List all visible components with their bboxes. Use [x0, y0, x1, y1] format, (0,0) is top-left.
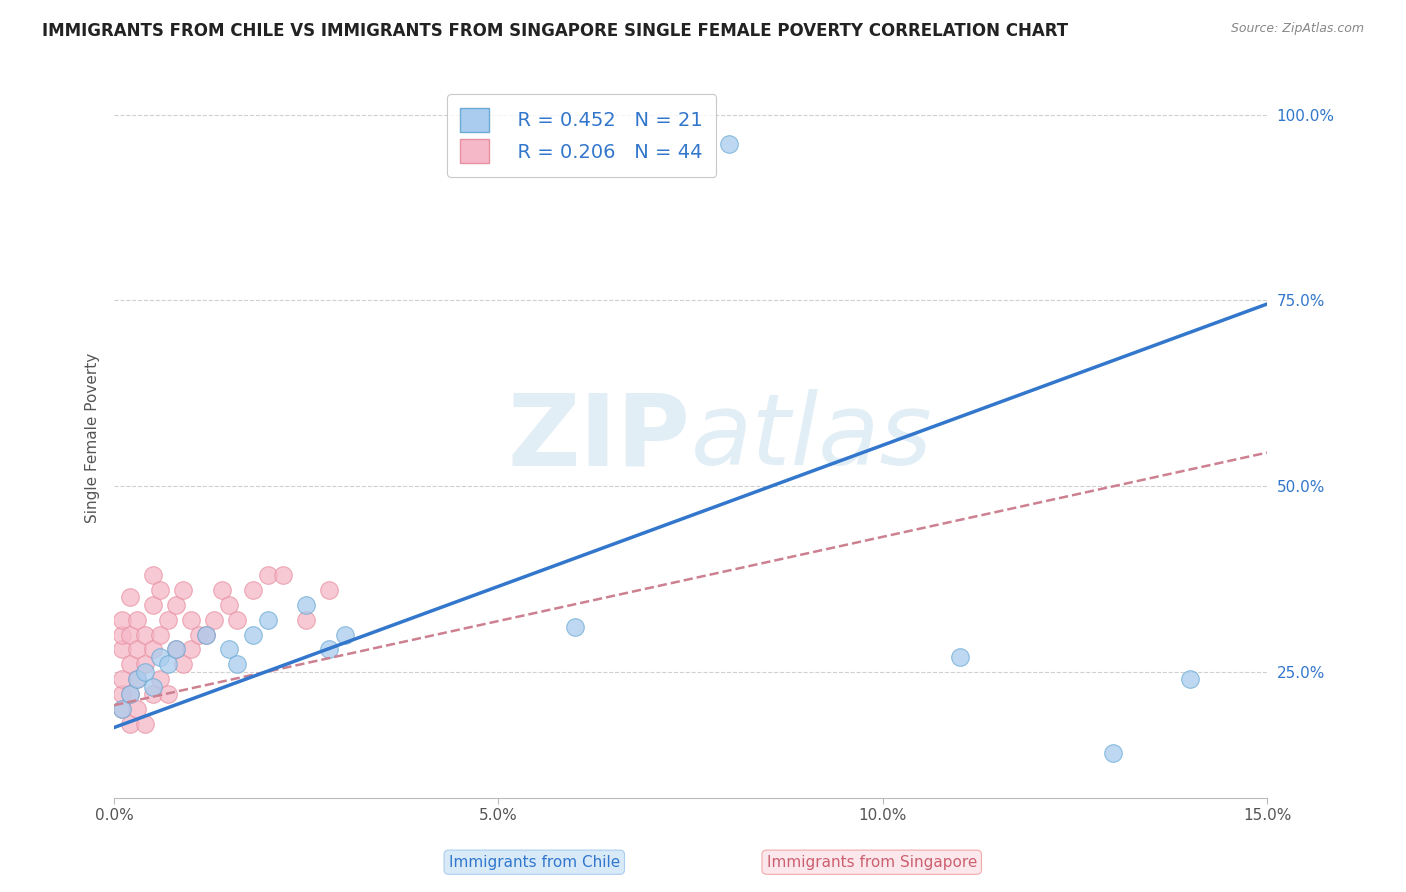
Point [156, 657, 179, 672]
Text: ZIP: ZIP [508, 389, 690, 486]
Legend:   R = 0.452   N = 21,   R = 0.206   N = 44: R = 0.452 N = 21, R = 0.206 N = 44 [447, 95, 717, 177]
Point [226, 613, 249, 627]
Point [718, 137, 741, 152]
Point [134, 657, 156, 672]
Point [187, 627, 209, 641]
Point [195, 627, 218, 641]
Point [134, 627, 156, 641]
Point [142, 598, 165, 612]
Point [118, 627, 141, 641]
Point [242, 627, 264, 641]
Point [211, 582, 233, 597]
Point [149, 627, 172, 641]
Point [127, 672, 149, 686]
Point [142, 680, 165, 694]
Point [242, 582, 264, 597]
Point [271, 568, 294, 582]
Point [202, 613, 225, 627]
Point [111, 702, 134, 716]
Point [127, 672, 149, 686]
Point [165, 642, 187, 657]
Point [111, 672, 134, 686]
Point [318, 582, 340, 597]
Point [180, 642, 202, 657]
Point [257, 613, 280, 627]
Point [1180, 672, 1202, 686]
Point [172, 582, 194, 597]
Point [111, 642, 134, 657]
Point [1102, 747, 1125, 761]
Point [333, 627, 356, 641]
Point [118, 591, 141, 605]
Point [118, 687, 141, 701]
Point [949, 649, 972, 664]
Point [149, 649, 172, 664]
Point [118, 716, 141, 731]
Point [118, 657, 141, 672]
Text: Immigrants from Chile: Immigrants from Chile [449, 855, 620, 870]
Point [127, 613, 149, 627]
Point [165, 598, 187, 612]
Point [318, 642, 340, 657]
Y-axis label: Single Female Poverty: Single Female Poverty [86, 352, 100, 523]
Point [127, 702, 149, 716]
Point [218, 642, 240, 657]
Point [142, 687, 165, 701]
Point [156, 613, 179, 627]
Point [134, 716, 156, 731]
Point [118, 687, 141, 701]
Point [295, 613, 318, 627]
Point [226, 657, 249, 672]
Point [295, 598, 318, 612]
Point [111, 702, 134, 716]
Text: Immigrants from Singapore: Immigrants from Singapore [766, 855, 977, 870]
Point [149, 582, 172, 597]
Text: IMMIGRANTS FROM CHILE VS IMMIGRANTS FROM SINGAPORE SINGLE FEMALE POVERTY CORRELA: IMMIGRANTS FROM CHILE VS IMMIGRANTS FROM… [42, 22, 1069, 40]
Text: Source: ZipAtlas.com: Source: ZipAtlas.com [1230, 22, 1364, 36]
Point [165, 642, 187, 657]
Point [127, 642, 149, 657]
Point [218, 598, 240, 612]
Point [172, 657, 194, 672]
Point [156, 687, 179, 701]
Point [111, 687, 134, 701]
Point [180, 613, 202, 627]
Point [111, 627, 134, 641]
Text: atlas: atlas [690, 389, 932, 486]
Point [134, 665, 156, 679]
Point [142, 642, 165, 657]
Point [564, 620, 586, 634]
Point [142, 568, 165, 582]
Point [195, 627, 218, 641]
Point [149, 672, 172, 686]
Point [111, 613, 134, 627]
Point [257, 568, 280, 582]
